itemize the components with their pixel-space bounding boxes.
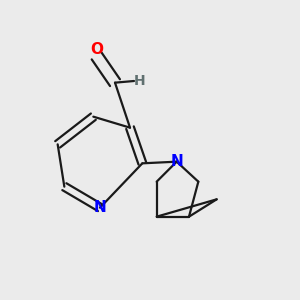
Text: O: O [90,42,103,57]
Text: H: H [134,74,146,88]
Text: N: N [170,154,183,169]
Text: N: N [94,200,106,215]
